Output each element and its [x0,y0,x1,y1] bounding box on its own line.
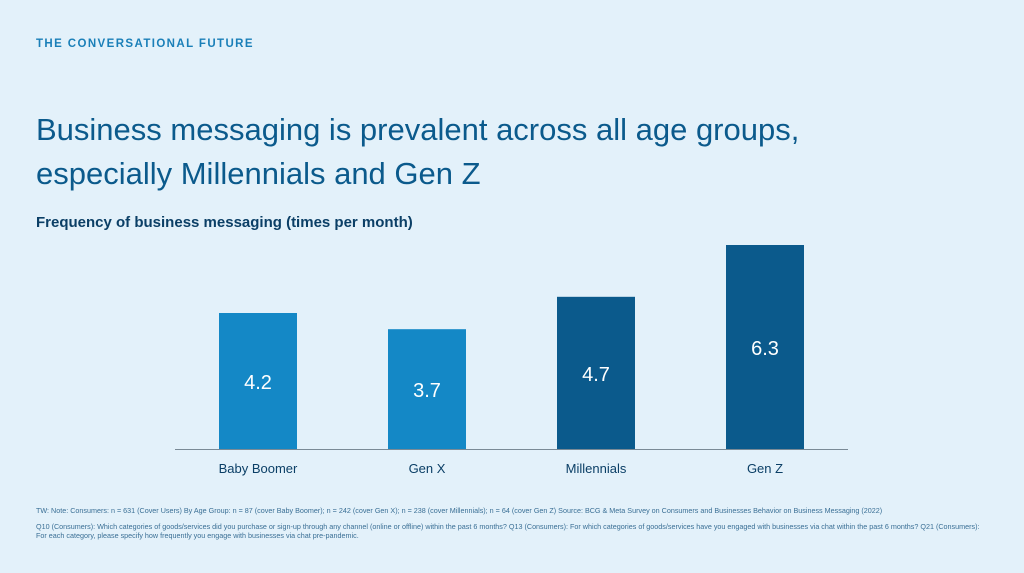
bar-gen-z [726,245,804,449]
footnote-questions: Q10 (Consumers): Which categories of goo… [36,521,980,541]
footnote-note-source: TW: Note: Consumers: n = 631 (Cover User… [36,506,883,515]
category-label: Gen Z [747,461,783,476]
bar-gen-x [388,329,466,449]
bar-value-label: 3.7 [413,380,441,402]
bar-value-label: 4.2 [244,372,272,394]
footnotes: TW: Note: Consumers: n = 631 (Cover User… [36,506,986,547]
category-label: Baby Boomer [219,461,298,476]
category-label: Gen X [409,461,446,476]
chart-title: Frequency of business messaging (times p… [36,214,413,231]
bar-value-label: 4.7 [582,364,610,386]
slide-headline: Business messaging is prevalent across a… [36,112,800,191]
bar-value-label: 6.3 [751,338,779,360]
bar-millennials [557,296,635,449]
eyebrow-label: THE CONVERSATIONAL FUTURE [36,38,254,50]
bar-baby-boomer [219,313,297,449]
category-label: Millennials [566,461,627,476]
